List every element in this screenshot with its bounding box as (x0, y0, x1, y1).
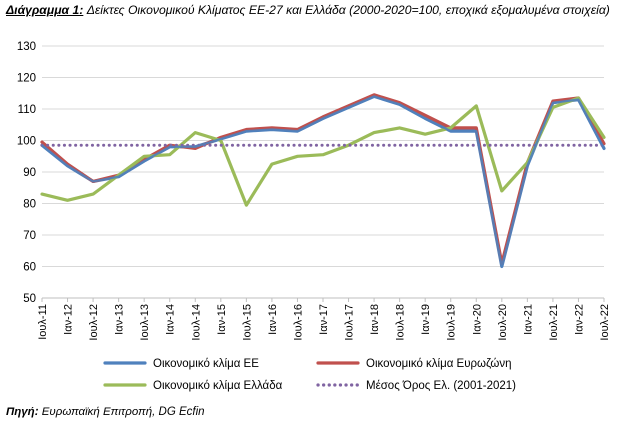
chart-source: Πηγή: Ευρωπαϊκή Επιτροπή, DG Ecfin (6, 406, 205, 418)
x-tick-label: Ιαν-21 (522, 304, 534, 335)
x-tick-label: Ιαν-15 (216, 304, 228, 335)
x-tick-label: Ιαν-17 (318, 304, 330, 335)
x-tick-label: Ιαν-13 (114, 304, 126, 335)
series-line-1-overlay (41, 95, 605, 268)
y-tick-label: 60 (23, 262, 36, 274)
y-tick-label: 50 (23, 293, 36, 305)
x-tick-label: Ιαν-12 (63, 304, 75, 335)
y-tick-label: 110 (18, 104, 36, 116)
x-tick-label: Ιουλ-13 (139, 304, 151, 341)
source-text: Ευρωπαϊκή Επιτροπή, DG Ecfin (41, 406, 205, 418)
economic-climate-chart: 50 60 70 80 90 100 110 120 130 Ιουλ-11 Ιαν-12 Ιουλ-… (17, 41, 611, 392)
series-line-1 (40, 94, 606, 269)
y-tick-label: 90 (23, 167, 36, 179)
x-tick-label: Ιουλ-19 (446, 304, 458, 341)
chart-caption: Διάγραμμα 1: Δείκτες Οικονομικού Κλίματο… (6, 3, 626, 18)
y-tick-label: 70 (23, 230, 36, 242)
x-tick-label: Ιουλ-15 (241, 304, 253, 341)
x-tick-label: Ιουλ-22 (599, 304, 611, 341)
x-tick-label: Ιαν-22 (573, 304, 585, 335)
x-tick-label: Ιαν-18 (369, 304, 381, 335)
x-tick-label: Ιαν-19 (420, 304, 432, 335)
y-tick-label: 120 (17, 73, 36, 85)
series-line-3 (40, 96, 606, 207)
y-tick-label: 130 (17, 41, 36, 53)
x-tick-label: Ιουλ-14 (190, 304, 202, 341)
source-label: Πηγή: (6, 406, 39, 418)
x-tick-label: Ιαν-14 (165, 304, 177, 335)
x-tick-label: Ιαν-20 (471, 304, 483, 335)
legend-label: Μέσος Όρος Ελ. (2001-2021) (366, 380, 516, 392)
caption-text: Δείκτες Οικονομικού Κλίματος ΕΕ-27 και Ε… (86, 3, 610, 17)
x-tick-label: Ιουλ-20 (497, 304, 509, 341)
legend-label: Οικονομικό κλίμα ΕΕ (153, 358, 259, 370)
x-tick-label: Ιουλ-17 (344, 304, 356, 341)
x-tick-label: Ιουλ-16 (292, 304, 304, 341)
legend-label: Οικονομικό κλίμα Ευρωζώνη (366, 358, 511, 370)
x-tick-label: Ιουλ-18 (395, 304, 407, 341)
x-tick-label: Ιουλ-21 (548, 304, 560, 341)
x-tick-label: Ιουλ-11 (37, 304, 49, 340)
x-tick-label: Ιαν-16 (267, 304, 279, 335)
legend-label: Οικονομικό κλίμα Ελλάδα (153, 380, 283, 392)
y-tick-label: 80 (23, 199, 36, 211)
caption-label: Διάγραμμα 1: (6, 3, 84, 17)
x-tick-label: Ιουλ-12 (88, 304, 100, 341)
y-tick-label: 100 (17, 136, 36, 148)
